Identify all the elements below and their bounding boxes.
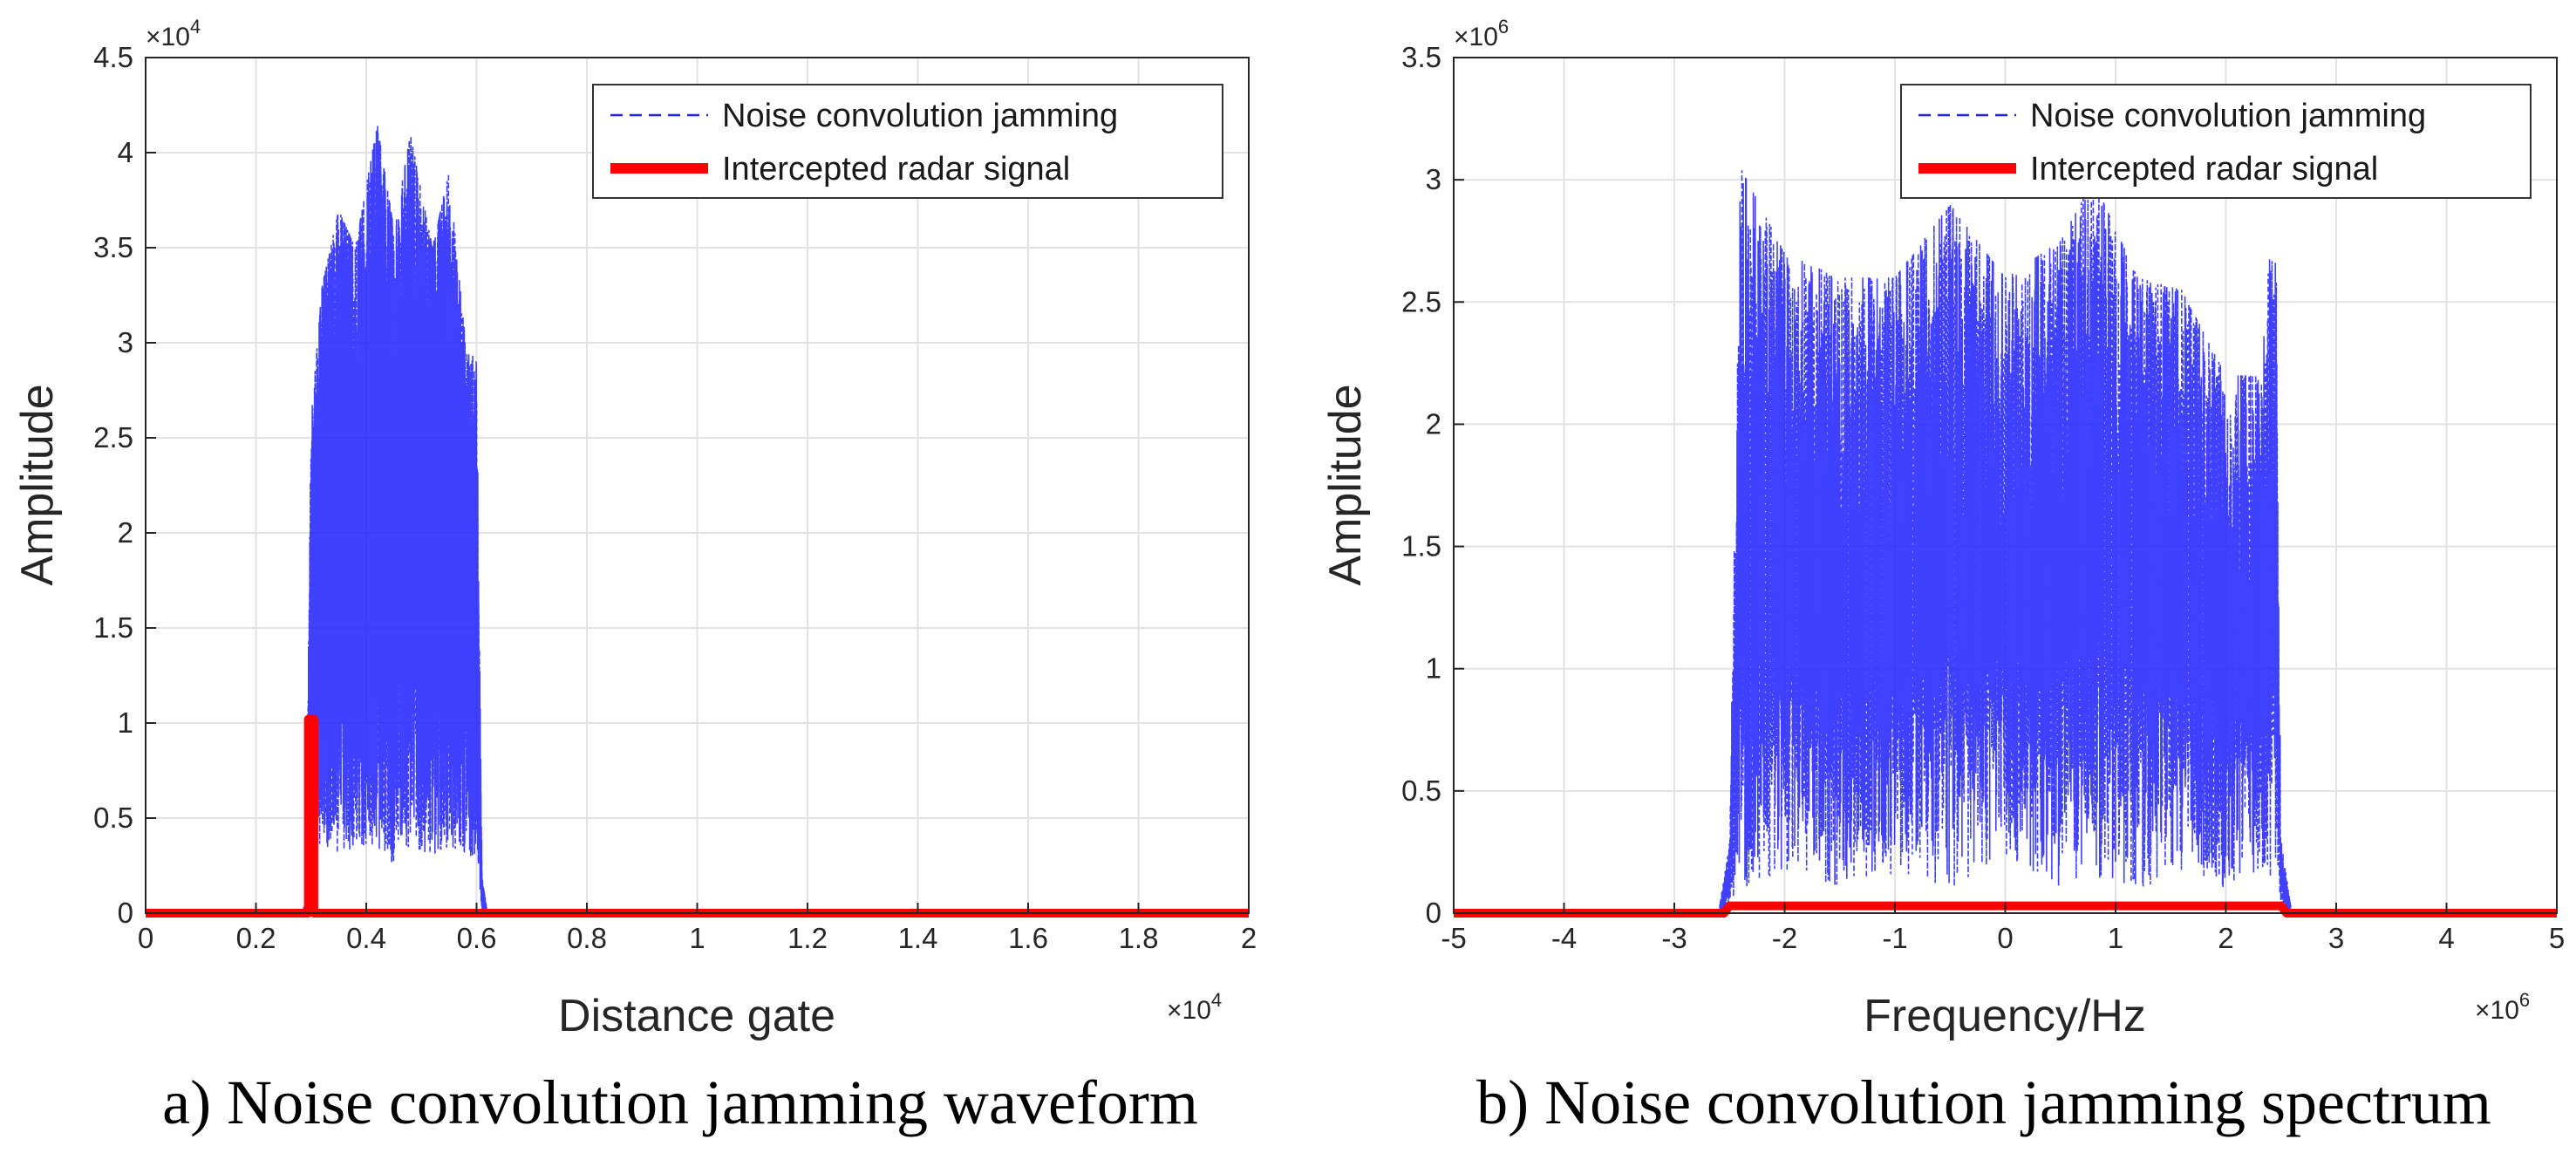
tick-label-x-a-6: 1.2 bbox=[787, 922, 828, 954]
tick-label-y-b-3: 1.5 bbox=[1401, 530, 1441, 563]
tick-label-x-a-5: 1 bbox=[689, 922, 705, 954]
x-exponent-a: ×104 bbox=[1167, 989, 1222, 1025]
tick-label-x-b-2: -3 bbox=[1661, 922, 1687, 954]
tick-label-y-a-7: 3.5 bbox=[93, 231, 133, 263]
tick-label-y-b-7: 3.5 bbox=[1401, 41, 1441, 73]
caption-b: b) Noise convolution jamming spectrum bbox=[1476, 1068, 2491, 1137]
legend-label-noise-b: Noise convolution jamming bbox=[2030, 98, 2426, 134]
tick-label-y-a-4: 2 bbox=[118, 516, 133, 549]
tick-label-y-a-1: 0.5 bbox=[93, 802, 133, 834]
legend-label-radar-a: Intercepted radar signal bbox=[722, 151, 1070, 188]
tick-label-x-b-9: 4 bbox=[2438, 922, 2454, 954]
tick-label-x-a-9: 1.8 bbox=[1119, 922, 1159, 954]
tick-label-y-a-3: 1.5 bbox=[93, 611, 133, 644]
y-axis-label-b: Amplitude bbox=[1320, 384, 1371, 585]
tick-label-x-b-10: 5 bbox=[2549, 922, 2565, 954]
y-exponent-a: ×104 bbox=[146, 16, 201, 51]
tick-label-y-b-1: 0.5 bbox=[1401, 774, 1441, 807]
chart-panel-b: -5 -4 -3 -2 -1 0 1 2 3 4 5 0 0.5 1 1.5 2 2.5 3 3.5 ×106 ×1… bbox=[1320, 16, 2565, 1041]
tick-label-x-b-8: 3 bbox=[2328, 922, 2344, 954]
tick-label-y-a-5: 2.5 bbox=[93, 421, 133, 454]
x-axis-label-b: Frequency/Hz bbox=[1864, 991, 2146, 1041]
tick-label-x-a-3: 0.6 bbox=[457, 922, 497, 954]
tick-label-y-b-5: 2.5 bbox=[1401, 285, 1441, 317]
ticks-a: 0 0.2 0.4 0.6 0.8 1 1.2 1.4 1.6 1.8 2 0 0.5 1 1.5 2 2.5 3… bbox=[93, 41, 1257, 954]
tick-label-y-b-4: 2 bbox=[1426, 407, 1441, 440]
tick-label-x-b-6: 1 bbox=[2108, 922, 2123, 954]
x-exponent-b: ×106 bbox=[2475, 989, 2530, 1025]
y-exponent-b: ×106 bbox=[1454, 16, 1509, 51]
chart-panel-a: 0 0.2 0.4 0.6 0.8 1 1.2 1.4 1.6 1.8 2 0 0.5 1 1.5 2 2.5 3… bbox=[12, 16, 1257, 1041]
y-axis-label-a: Amplitude bbox=[12, 384, 63, 585]
tick-label-x-b-7: 2 bbox=[2218, 922, 2233, 954]
tick-label-y-a-8: 4 bbox=[118, 136, 133, 168]
legend-label-noise-a: Noise convolution jamming bbox=[722, 98, 1118, 134]
legend-label-radar-b: Intercepted radar signal bbox=[2030, 151, 2378, 188]
tick-label-y-a-9: 4.5 bbox=[93, 41, 133, 73]
tick-label-x-a-2: 0.4 bbox=[346, 922, 386, 954]
tick-label-y-b-6: 3 bbox=[1426, 163, 1441, 195]
ticks-b: -5 -4 -3 -2 -1 0 1 2 3 4 5 0 0.5 1 1.5 2 2.5 3 3.5 bbox=[1401, 41, 2565, 954]
series-noise-line-b bbox=[1454, 170, 2557, 914]
legend-box-b bbox=[1900, 84, 2532, 199]
tick-label-x-a-10: 2 bbox=[1241, 922, 1257, 954]
legend-b: Noise convolution jamming Intercepted ra… bbox=[1900, 84, 2532, 199]
tick-label-y-a-6: 3 bbox=[118, 326, 133, 358]
tick-label-x-a-4: 0.8 bbox=[567, 922, 607, 954]
tick-label-y-b-2: 1 bbox=[1426, 652, 1441, 685]
tick-label-x-a-7: 1.4 bbox=[898, 922, 938, 954]
legend-a: Noise convolution jamming Intercepted ra… bbox=[592, 84, 1223, 199]
tick-label-x-a-8: 1.6 bbox=[1008, 922, 1048, 954]
tick-label-x-b-5: 0 bbox=[1997, 922, 2013, 954]
series-noise-line-a bbox=[146, 126, 1249, 917]
tick-label-x-b-4: -1 bbox=[1882, 922, 1907, 954]
x-axis-label-a: Distance gate bbox=[558, 991, 835, 1041]
tick-label-x-a-1: 0.2 bbox=[236, 922, 276, 954]
tick-label-x-a-0: 0 bbox=[138, 922, 153, 954]
tick-label-x-b-0: -5 bbox=[1441, 922, 1466, 954]
tick-label-x-b-1: -4 bbox=[1551, 922, 1577, 954]
tick-label-x-b-3: -2 bbox=[1772, 922, 1797, 954]
tick-label-y-a-2: 1 bbox=[118, 706, 133, 739]
tick-label-y-b-0: 0 bbox=[1426, 897, 1441, 929]
legend-box-a bbox=[592, 84, 1223, 199]
tick-label-y-a-0: 0 bbox=[118, 897, 133, 929]
caption-a: a) Noise convolution jamming waveform bbox=[162, 1068, 1198, 1137]
